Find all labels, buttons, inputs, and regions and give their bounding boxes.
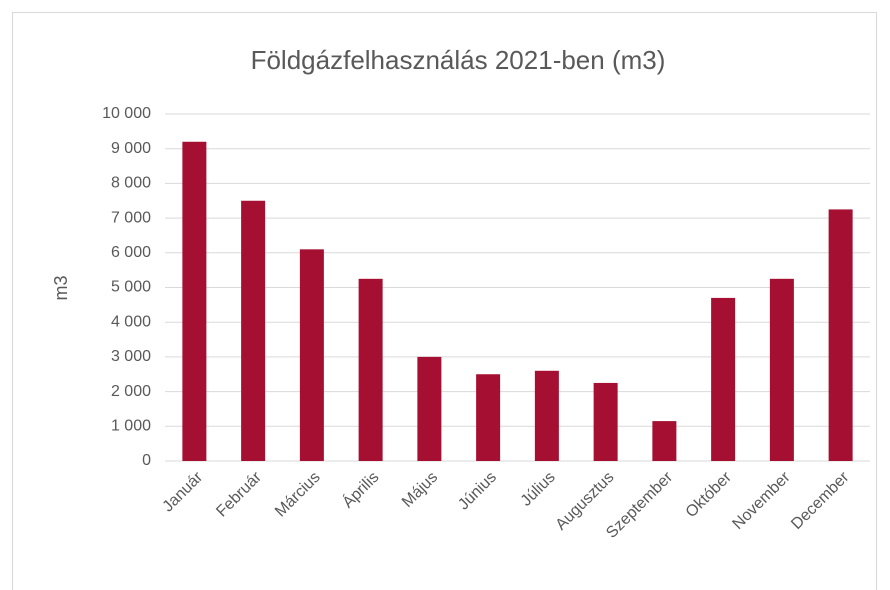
bar [358, 278, 383, 461]
y-tick-label: 8 000 [111, 175, 151, 192]
bar [828, 209, 853, 461]
bar [534, 370, 559, 461]
chart-title: Földgázfelhasználás 2021-ben (m3) [251, 45, 666, 75]
bar [417, 356, 442, 461]
bar [476, 374, 501, 461]
bar [652, 421, 677, 461]
y-tick-label: 9 000 [111, 140, 151, 157]
y-axis-label: m3 [51, 275, 71, 300]
y-tick-label: 3 000 [111, 348, 151, 365]
bar [299, 249, 324, 461]
y-tick-label: 6 000 [111, 244, 151, 261]
y-tick-label: 4 000 [111, 313, 151, 330]
y-tick-label: 2 000 [111, 383, 151, 400]
bar [593, 382, 618, 461]
bar [182, 141, 207, 461]
y-tick-label: 10 000 [102, 105, 151, 122]
y-tick-label: 7 000 [111, 209, 151, 226]
y-tick-label: 1 000 [111, 418, 151, 435]
bar [769, 278, 794, 461]
bar [711, 297, 736, 461]
y-tick-label: 5 000 [111, 279, 151, 296]
y-tick-label: 0 [142, 452, 151, 469]
bar [241, 200, 266, 461]
